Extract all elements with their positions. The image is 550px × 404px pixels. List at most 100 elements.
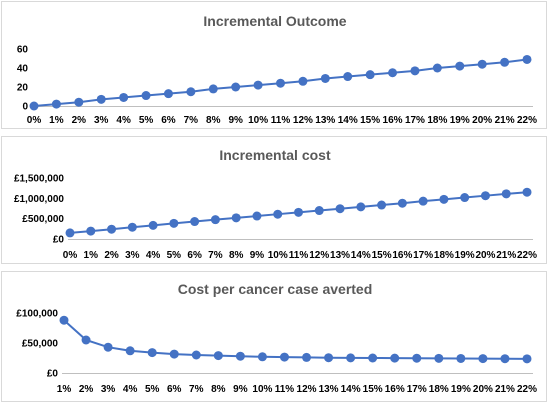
x-tick-label: 19% xyxy=(451,384,471,395)
x-tick-label: 8% xyxy=(211,384,226,395)
x-tick-label: 15% xyxy=(360,115,380,126)
data-point xyxy=(500,57,510,67)
x-tick-label: 20% xyxy=(475,250,495,261)
data-point xyxy=(279,352,289,362)
chart-panel-incremental-cost: Incremental cost £0 £500,000 £1,000,000 £1,5… xyxy=(1,136,547,264)
y-tick-label: £0 xyxy=(53,235,65,246)
x-tick-label: 4% xyxy=(116,115,131,126)
x-tick-label: 17% xyxy=(405,115,425,126)
y-tick-label: £50,000 xyxy=(22,339,59,350)
x-tick-label: 20% xyxy=(472,115,492,126)
x-tick-label: 10% xyxy=(268,250,288,261)
data-point xyxy=(81,335,91,345)
x-tick-label: 22% xyxy=(517,115,537,126)
y-tick-label: 0 xyxy=(22,102,28,113)
x-tick-label: 1% xyxy=(49,115,64,126)
x-tick-label: 3% xyxy=(94,115,109,126)
data-point xyxy=(169,349,179,359)
x-tick-label: 2% xyxy=(104,250,119,261)
data-point xyxy=(231,82,241,92)
data-point xyxy=(257,352,267,362)
data-point xyxy=(29,101,39,111)
x-tick-label: 12% xyxy=(297,384,317,395)
chart-cost-per-case-averted: Cost per cancer case averted £0 £50,000 £10… xyxy=(16,281,537,395)
series-line xyxy=(63,319,528,360)
y-tick-label: 60 xyxy=(17,45,29,56)
data-point xyxy=(455,61,465,71)
data-point xyxy=(86,226,96,236)
data-point xyxy=(500,354,510,364)
data-point xyxy=(501,189,511,199)
data-point xyxy=(294,207,303,217)
x-tick-label: 7% xyxy=(208,250,223,261)
x-tick-label: 5% xyxy=(167,250,182,261)
x-tick-label: 17% xyxy=(413,250,433,261)
data-point xyxy=(210,215,220,225)
data-point xyxy=(335,204,345,214)
data-point xyxy=(480,191,490,201)
data-point xyxy=(147,348,157,358)
x-tick-label: 9% xyxy=(250,250,265,261)
y-tick-label: £1,000,000 xyxy=(14,194,64,205)
x-tick-label: 21% xyxy=(495,115,515,126)
data-point xyxy=(148,220,158,230)
y-tick-label: £0 xyxy=(47,369,59,380)
x-tick-label: 14% xyxy=(351,250,371,261)
data-point xyxy=(213,351,223,361)
x-tick-label: 13% xyxy=(315,115,335,126)
x-tick-label: 22% xyxy=(517,250,537,261)
data-point xyxy=(141,91,151,101)
x-tick-label: 19% xyxy=(455,250,475,261)
chart-panel-incremental-outcome: Incremental Outcome 0 20 40 60 0% 1% 2% 3% 4% 5% 6%… xyxy=(1,1,547,129)
data-point xyxy=(74,97,84,107)
x-tick-label: 16% xyxy=(383,115,403,126)
data-point xyxy=(460,193,470,203)
x-tick-label: 5% xyxy=(145,384,160,395)
x-tick-label: 10% xyxy=(252,384,272,395)
data-point xyxy=(65,228,75,238)
data-point xyxy=(253,80,263,90)
data-point xyxy=(298,76,308,86)
data-point xyxy=(343,72,353,82)
data-point xyxy=(51,99,61,109)
chart-title: Incremental Outcome xyxy=(203,13,346,29)
data-point xyxy=(125,346,135,356)
x-tick-label: 1% xyxy=(57,384,72,395)
x-tick-label: 21% xyxy=(495,384,515,395)
data-point xyxy=(235,351,245,361)
data-point xyxy=(456,353,466,363)
x-tick-label: 12% xyxy=(293,115,313,126)
x-tick-label: 3% xyxy=(125,250,140,261)
data-point xyxy=(365,70,375,80)
x-tick-label: 19% xyxy=(450,115,470,126)
data-point xyxy=(439,194,449,204)
data-point xyxy=(432,63,442,73)
data-point xyxy=(356,202,366,212)
x-tick-label: 16% xyxy=(385,384,405,395)
y-tick-label: £1,500,000 xyxy=(14,174,64,185)
x-tick-label: 0% xyxy=(63,250,78,261)
x-tick-label: 13% xyxy=(319,384,339,395)
x-tick-label: 7% xyxy=(184,115,199,126)
y-tick-label: 40 xyxy=(17,64,29,75)
x-tick-label: 18% xyxy=(429,384,449,395)
x-tick-label: 11% xyxy=(275,384,295,395)
data-point xyxy=(273,209,283,219)
data-point xyxy=(96,94,106,104)
data-point xyxy=(522,54,532,64)
y-tick-label: 20 xyxy=(17,83,29,94)
data-point xyxy=(252,211,262,221)
x-tick-label: 2% xyxy=(79,384,94,395)
chart-title: Incremental cost xyxy=(219,147,331,163)
x-tick-label: 1% xyxy=(84,250,99,261)
x-tick-label: 9% xyxy=(228,115,243,126)
x-tick-label: 3% xyxy=(101,384,116,395)
data-point xyxy=(368,353,378,363)
data-point xyxy=(390,353,400,363)
x-tick-label: 10% xyxy=(248,115,268,126)
data-point xyxy=(434,353,444,363)
data-point xyxy=(107,224,117,234)
x-tick-label: 15% xyxy=(363,384,383,395)
data-point xyxy=(410,66,420,76)
data-point xyxy=(163,89,173,99)
